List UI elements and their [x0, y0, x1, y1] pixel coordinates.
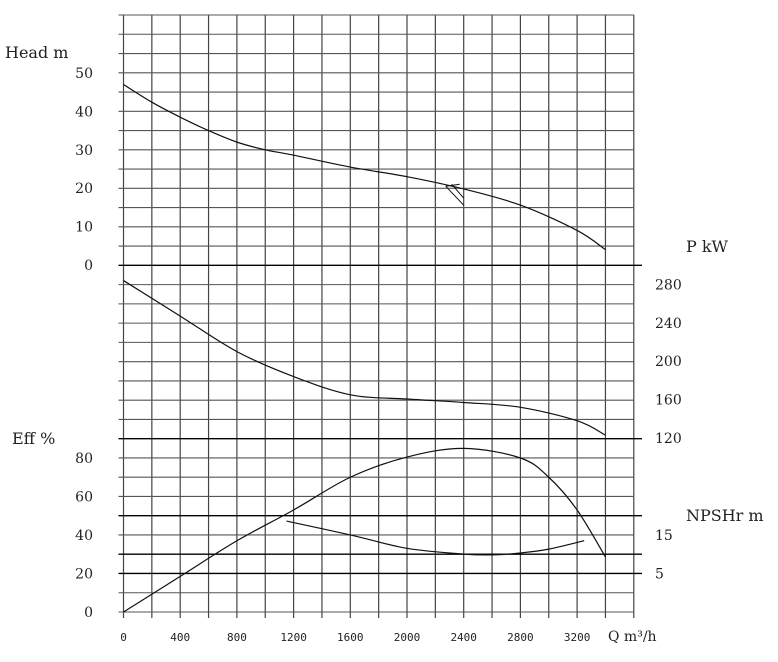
eff-tick-label: 40 — [75, 528, 93, 544]
curves — [123, 84, 606, 613]
power-tick-label: 160 — [655, 393, 682, 409]
power-tick-label: 120 — [655, 431, 682, 447]
power-axis-label: P kW — [686, 237, 729, 256]
head-axis-label: Head m — [5, 43, 68, 62]
head-curve — [123, 84, 606, 251]
x-tick-label: 2400 — [450, 631, 477, 644]
npsh-tick-label: 15 — [655, 528, 673, 544]
head-tick-label: 20 — [75, 181, 93, 197]
head-tick-label: 40 — [75, 104, 93, 120]
power-tick-label: 200 — [655, 354, 682, 370]
eff-tick-label: 0 — [84, 605, 93, 621]
x-tick-label: 1200 — [280, 631, 307, 644]
x-tick-label: 2800 — [507, 631, 534, 644]
x-tick-label: 800 — [227, 631, 247, 644]
x-tick-label: 400 — [170, 631, 190, 644]
head-tick-label: 30 — [75, 143, 93, 159]
eff-tick-label: 60 — [75, 490, 93, 506]
duty-point-marker — [445, 183, 465, 206]
npsh-axis-label: NPSHr m — [686, 506, 764, 525]
x-tick-label: 1600 — [337, 631, 364, 644]
power-tick-label: 240 — [655, 316, 682, 332]
head-tick-label: 50 — [75, 66, 93, 82]
power-curve — [123, 280, 606, 436]
eff-curve — [123, 447, 606, 613]
grid — [118, 14, 642, 618]
x-tick-label: 0 — [120, 631, 127, 644]
x-tick-label: 3200 — [564, 631, 591, 644]
tick-labels: 0 400 800 1200 1600 2000 2400 2800 3200010203040… — [75, 66, 682, 644]
x-tick-label: 2000 — [394, 631, 421, 644]
head-tick-label: 10 — [75, 220, 93, 236]
power-tick-label: 280 — [655, 277, 682, 293]
eff-tick-label: 20 — [75, 567, 93, 583]
head-tick-label: 0 — [84, 258, 93, 274]
x-axis-label: Q m³/h — [608, 629, 657, 645]
npsh-curve — [286, 520, 585, 556]
eff-axis-label: Eff % — [12, 429, 55, 448]
eff-tick-label: 80 — [75, 451, 93, 467]
npsh-tick-label: 5 — [655, 566, 664, 582]
